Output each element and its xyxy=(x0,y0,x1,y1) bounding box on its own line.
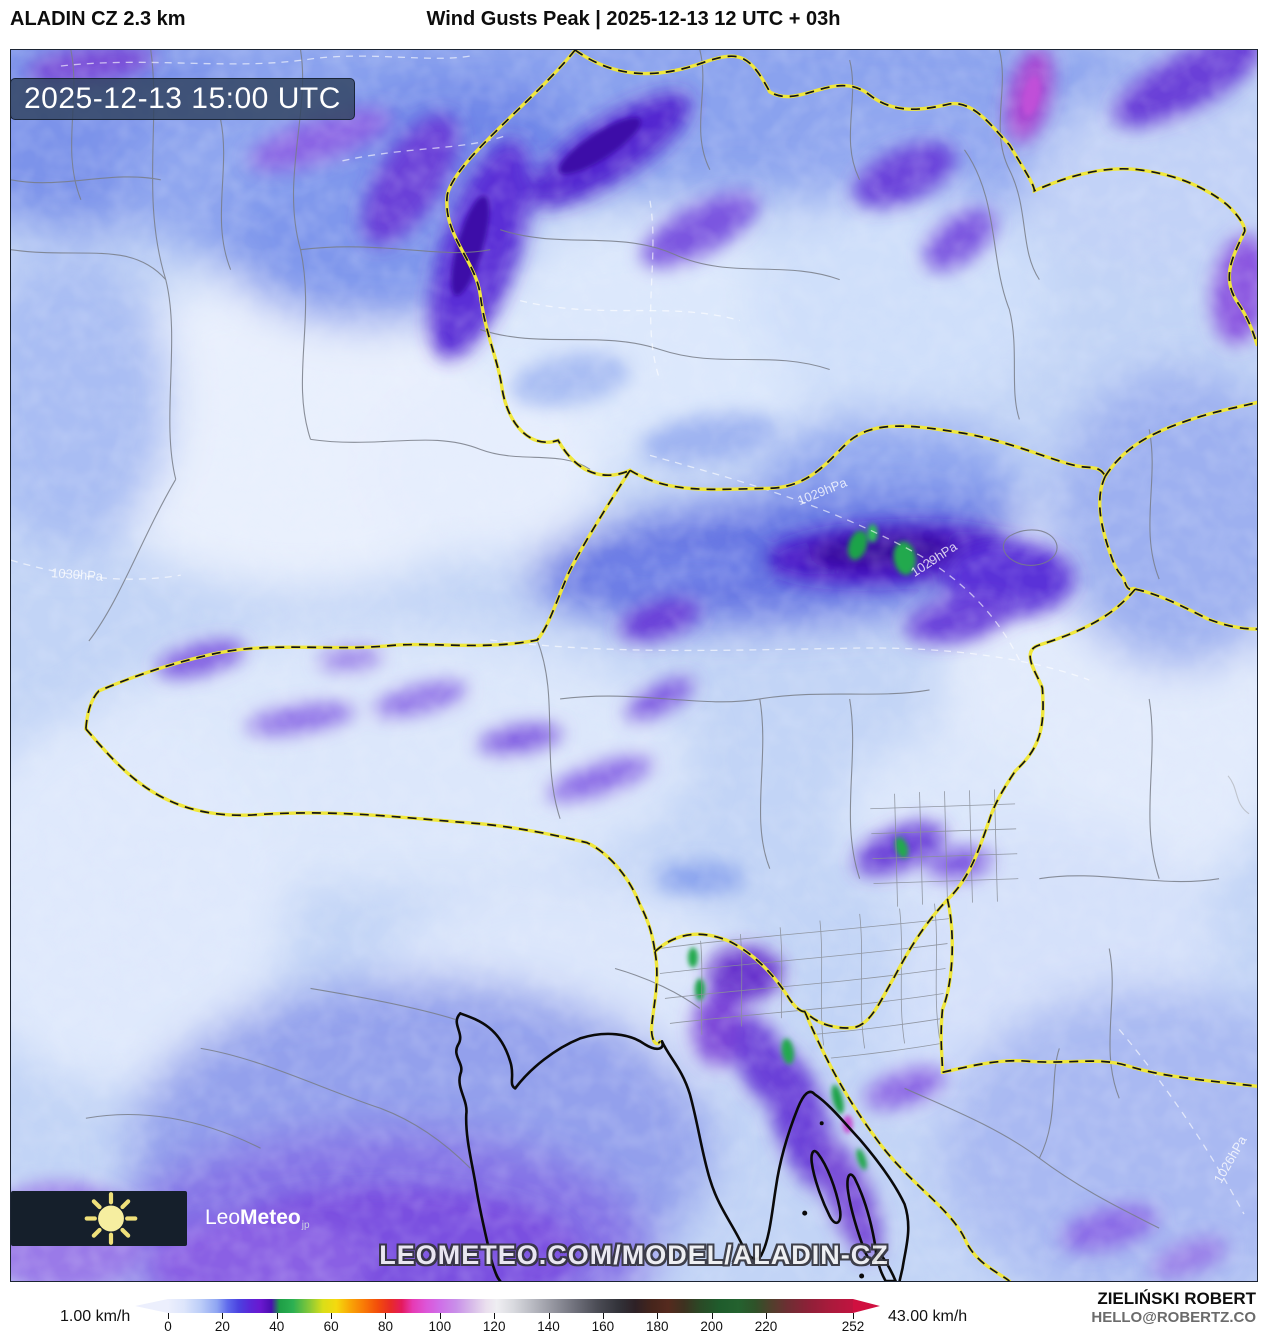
legend-tick xyxy=(711,1313,713,1319)
weather-map-canvas: 1029hPa 1029hPa 1030hPa 1026hPa xyxy=(11,50,1257,1281)
sun-icon xyxy=(84,1192,138,1245)
legend-max-label: 43.00 km/h xyxy=(888,1308,968,1325)
credits-name: ZIELIŃSKI ROBERT xyxy=(1097,1289,1256,1308)
legend-tick xyxy=(766,1313,768,1319)
legend-tick xyxy=(853,1313,854,1319)
legend-tick-label: 252 xyxy=(841,1319,865,1334)
legend-tick xyxy=(276,1313,278,1319)
legend-tick xyxy=(602,1313,604,1319)
credits-email: HELLO@ROBERTZ.CO xyxy=(1091,1309,1256,1327)
legend-tick xyxy=(439,1313,441,1319)
weather-map: 1029hPa 1029hPa 1030hPa 1026hPa 2025-12-… xyxy=(10,49,1258,1282)
logo-bold: Meteo xyxy=(240,1206,301,1229)
logo-tld: jp xyxy=(301,1220,310,1231)
model-label: ALADIN CZ 2.3 km xyxy=(10,8,186,30)
logo-prefix: Leo xyxy=(205,1206,241,1229)
legend-tick-label: 160 xyxy=(591,1319,615,1334)
legend-tick-label: 220 xyxy=(754,1319,778,1334)
legend-right-arrow xyxy=(853,1299,880,1313)
legend-tick-label: 20 xyxy=(214,1319,230,1334)
legend-min-label: 1.00 km/h xyxy=(60,1308,131,1325)
leometeo-logo: LeoMeteojp xyxy=(11,1191,310,1246)
legend-tick xyxy=(385,1313,387,1319)
legend-tick xyxy=(494,1313,496,1319)
credits: ZIELIŃSKI ROBERT HELLO@ROBERTZ.CO xyxy=(1091,1288,1256,1328)
timestamp-badge: 2025-12-13 15:00 UTC xyxy=(11,78,355,120)
legend-tick-label: 200 xyxy=(700,1319,723,1334)
watermark-text: LEOMETEO.COM/MODEL/ALADIN-CZ xyxy=(379,1240,889,1270)
islet-dots xyxy=(802,1121,865,1279)
legend-tick-label: 60 xyxy=(323,1319,339,1334)
legend-tick xyxy=(331,1313,333,1319)
legend-tick-label: 100 xyxy=(428,1319,452,1334)
field-noise-texture xyxy=(11,50,1257,1281)
legend-left-arrow xyxy=(135,1299,168,1313)
legend-tick-label: 40 xyxy=(269,1319,285,1334)
legend-tick-label: 0 xyxy=(164,1319,172,1334)
legend-tick-label: 180 xyxy=(646,1319,669,1334)
page-title: Wind Gusts Peak | 2025-12-13 12 UTC + 03… xyxy=(426,8,841,30)
legend-tick xyxy=(222,1313,224,1319)
legend-tick-label: 120 xyxy=(482,1319,506,1334)
legend-tick xyxy=(657,1313,659,1319)
legend-tick-label: 80 xyxy=(377,1319,393,1334)
legend-gradient-bar xyxy=(168,1299,853,1313)
gust-field-cores xyxy=(451,76,1041,1170)
isobar-label: 1030hPa xyxy=(51,565,105,584)
legend-tick-label: 140 xyxy=(537,1319,560,1334)
municipality-mesh-vienna xyxy=(869,788,1020,907)
logo-text: LeoMeteojp xyxy=(205,1206,310,1231)
legend-tick xyxy=(548,1313,550,1319)
legend-tick xyxy=(168,1313,169,1319)
legend: 1.00 km/h 43.00 km/h 0 20 40 60 80 100 120 140 1… xyxy=(0,1288,1267,1337)
coastline xyxy=(455,1012,910,1281)
